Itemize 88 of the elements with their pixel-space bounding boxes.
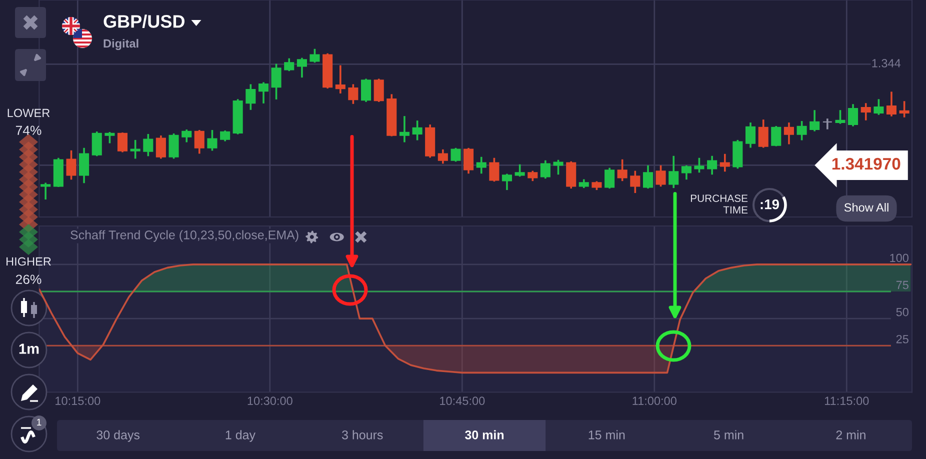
candlestick [271, 64, 282, 100]
text: 30 min [464, 430, 504, 440]
candlestick [796, 121, 807, 140]
x-tick-label: 11:15:00 [824, 396, 869, 406]
candlestick [514, 164, 525, 177]
y-tick-label: 1.341970 [832, 158, 900, 170]
candlestick [771, 126, 782, 146]
annotation: Show All [844, 202, 888, 212]
candlestick [182, 129, 192, 142]
candlestick [168, 133, 179, 159]
y-tick-label: 75 [896, 280, 908, 290]
candlestick [745, 122, 756, 148]
candlestick [450, 148, 461, 162]
candlestick [117, 132, 128, 152]
candlestick [835, 110, 846, 124]
candlestick [720, 154, 730, 172]
text: GBP/USD [104, 14, 185, 28]
text: 1 [37, 418, 42, 426]
candlestick [374, 78, 384, 102]
candlestick [246, 84, 256, 110]
candlestick [130, 140, 140, 159]
y-tick-label: 50 [896, 308, 908, 316]
text: 15 min [588, 430, 625, 440]
candlestick [40, 182, 51, 200]
candlestick [143, 134, 154, 156]
candlestick [604, 168, 615, 189]
candlestick [360, 78, 372, 102]
annotation: 74% [16, 126, 42, 135]
candlestick [707, 156, 718, 175]
text: 3 hours [342, 430, 383, 440]
annotation: PURCHASE TIME [690, 194, 748, 214]
candlestick [258, 82, 269, 104]
annotation: 26% [16, 274, 42, 284]
text: 1 day [226, 430, 256, 442]
candlestick [810, 110, 820, 132]
candlestick [79, 148, 90, 184]
candlestick [758, 120, 768, 148]
candlestick [566, 161, 576, 189]
candlestick [476, 156, 486, 174]
candlestick [335, 65, 346, 94]
y-tick-label: 100 [890, 254, 908, 262]
text: 2 min [836, 430, 866, 440]
candlestick [617, 159, 628, 182]
candlestick [886, 92, 896, 116]
candlestick [207, 130, 218, 151]
annotation: LOWER [8, 108, 50, 118]
annotation: HIGHER [6, 257, 51, 266]
candlestick [284, 58, 294, 72]
candlestick [656, 165, 666, 187]
candlestick [66, 150, 76, 180]
candlestick [348, 84, 358, 104]
candlestick [310, 48, 320, 63]
candlestick [681, 165, 692, 180]
candlestick [502, 174, 512, 190]
candlestick [92, 131, 102, 156]
candlestick [694, 158, 704, 173]
candlestick [464, 148, 474, 174]
text: 5 min [714, 430, 744, 440]
y-tick-label: 1.344 [872, 59, 901, 68]
candlestick [412, 120, 422, 140]
x-tick-label: 10:30:00 [248, 396, 292, 406]
text: 30 days [96, 430, 140, 442]
candlestick [399, 116, 410, 142]
candlestick [296, 58, 307, 78]
candlestick [822, 118, 832, 130]
x-tick-label: 10:45:00 [440, 396, 485, 406]
candlestick [630, 170, 640, 194]
y-tick-label: 25 [896, 334, 908, 344]
candlestick [489, 158, 500, 182]
candlestick [540, 160, 550, 179]
chart-title: Schaff Trend Cycle (10,23,50,close,EMA) [70, 230, 298, 242]
candlestick [860, 103, 871, 120]
candlestick [874, 99, 884, 115]
candlestick [194, 130, 204, 154]
candlestick [553, 160, 564, 175]
candlestick [784, 122, 794, 144]
text: 1m [19, 344, 39, 354]
candlestick [899, 101, 910, 118]
annotation: :19 [760, 199, 780, 210]
x-tick-label: 10:15:00 [56, 396, 100, 406]
x-tick-label: 11:00:00 [632, 396, 676, 406]
candlestick [156, 135, 166, 159]
candlestick [668, 156, 679, 188]
candlestick [642, 165, 654, 189]
candlestick [848, 104, 858, 126]
candlestick [438, 149, 448, 164]
text: Digital [104, 38, 138, 50]
candlestick [104, 132, 115, 144]
